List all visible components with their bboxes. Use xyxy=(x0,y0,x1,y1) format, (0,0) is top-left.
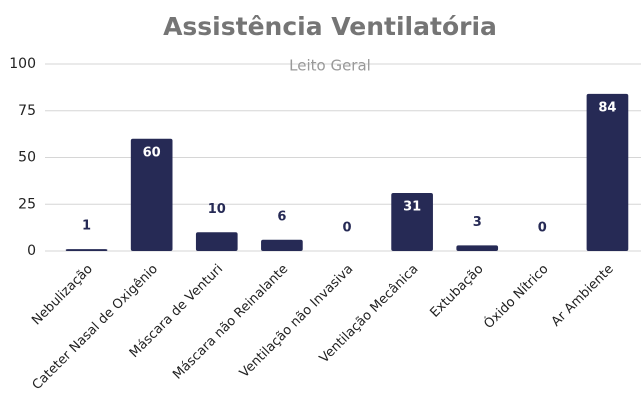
data-label: 1 xyxy=(82,219,91,234)
y-tick-label: 50 xyxy=(18,150,36,166)
x-tick-label: Óxido Nítrico xyxy=(481,261,552,332)
x-tick-label: Cateter Nasal de Oxigênio xyxy=(30,262,161,393)
x-tick-label: Extubação xyxy=(427,262,486,321)
x-tick-label: Ventilação não Invasiva xyxy=(237,262,356,381)
bar xyxy=(130,138,173,251)
y-tick-label: 25 xyxy=(18,196,36,212)
data-label: 6 xyxy=(277,209,286,224)
bar xyxy=(195,232,238,251)
bar xyxy=(586,93,629,251)
x-tick-label: Máscara não Reinalante xyxy=(170,262,291,383)
data-label: 0 xyxy=(342,221,351,236)
data-label: 0 xyxy=(538,221,547,236)
bar xyxy=(261,239,303,251)
bar xyxy=(391,193,433,251)
data-label: 31 xyxy=(403,200,421,215)
data-label: 60 xyxy=(143,145,161,160)
y-tick-label: 75 xyxy=(18,103,36,119)
chart-subtitle: Leito Geral xyxy=(289,57,371,75)
data-label: 3 xyxy=(473,215,482,230)
bar xyxy=(456,245,499,251)
data-label: 84 xyxy=(598,100,616,115)
x-tick-label: Nebulização xyxy=(29,262,96,329)
chart-title: Assistência Ventilatória xyxy=(163,12,497,41)
y-tick-label: 0 xyxy=(27,243,36,259)
data-label: 10 xyxy=(208,202,226,217)
x-tick-label: Ar Ambiente xyxy=(549,262,617,330)
y-tick-label: 100 xyxy=(9,56,36,72)
bar xyxy=(65,249,108,251)
